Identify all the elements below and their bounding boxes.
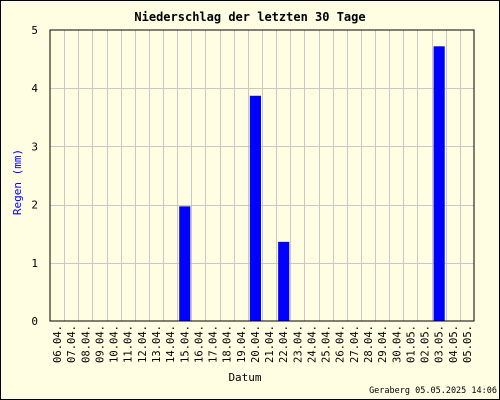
x-tick-label: 29.04. [377,325,389,363]
x-tick-label: 23.04. [292,325,304,363]
x-tick-label: 30.04. [391,325,403,363]
x-tick-label: 24.04. [306,325,318,363]
plot-border [49,29,475,322]
y-axis-label: Regen (mm) [11,149,24,215]
x-tick-label: 28.04. [363,325,375,363]
x-tick-label: 15.04. [179,325,191,363]
y-tick-label: 0 [31,315,38,328]
y-tick-label: 2 [31,199,38,212]
x-tick-label: 16.04. [193,325,205,363]
bar [433,46,445,322]
x-tick-label: 06.04. [52,325,64,363]
x-tick-label: 21.04. [264,325,276,363]
x-tick-label: 10.04. [109,325,121,363]
x-tick-label: 08.04. [80,325,92,363]
x-tick-label: 25.04. [321,325,333,363]
y-tick-label: 4 [31,82,38,95]
footer-timestamp: Geraberg 05.05.2025 14:06 [369,386,497,396]
bar [179,206,191,321]
x-axis-label: Datum [228,371,261,384]
x-tick-label: 11.04. [123,325,135,363]
x-tick-label: 20.04. [250,325,262,363]
x-tick-label: 02.05. [420,325,432,363]
y-tick-label: 1 [31,257,38,270]
x-tick-label: 09.04. [94,325,106,363]
x-tick-labels: 06.04. 07.04. 08.04. 09.04. 10.04. 11.04. 12.0… [52,325,474,363]
x-tick-label: 17.04. [208,325,220,363]
x-tick-label: 22.04. [278,325,290,363]
grid [50,30,474,321]
x-tick-label: 14.04. [165,325,177,363]
bar [249,95,261,322]
y-tick-labels: 0 1 2 3 4 5 [31,24,38,328]
x-tick-label: 01.05. [405,325,417,363]
x-tick-label: 19.04. [236,325,248,363]
x-tick-label: 26.04. [335,325,347,363]
x-tick-label: 12.04. [137,325,149,363]
x-tick-label: 13.04. [151,325,163,363]
bars [179,46,445,322]
x-tick-label: 07.04. [66,325,78,363]
y-tick-label: 3 [31,140,38,153]
chart-title: Niederschlag der letzten 30 Tage [134,10,365,24]
x-tick-label: 03.05. [434,325,446,363]
x-tick-label: 18.04. [222,325,234,363]
x-tick-label: 27.04. [349,325,361,363]
bar [278,241,290,321]
x-tick-label: 05.05. [462,325,474,363]
x-tick-label: 04.05. [448,325,460,363]
y-tick-label: 5 [31,24,38,37]
